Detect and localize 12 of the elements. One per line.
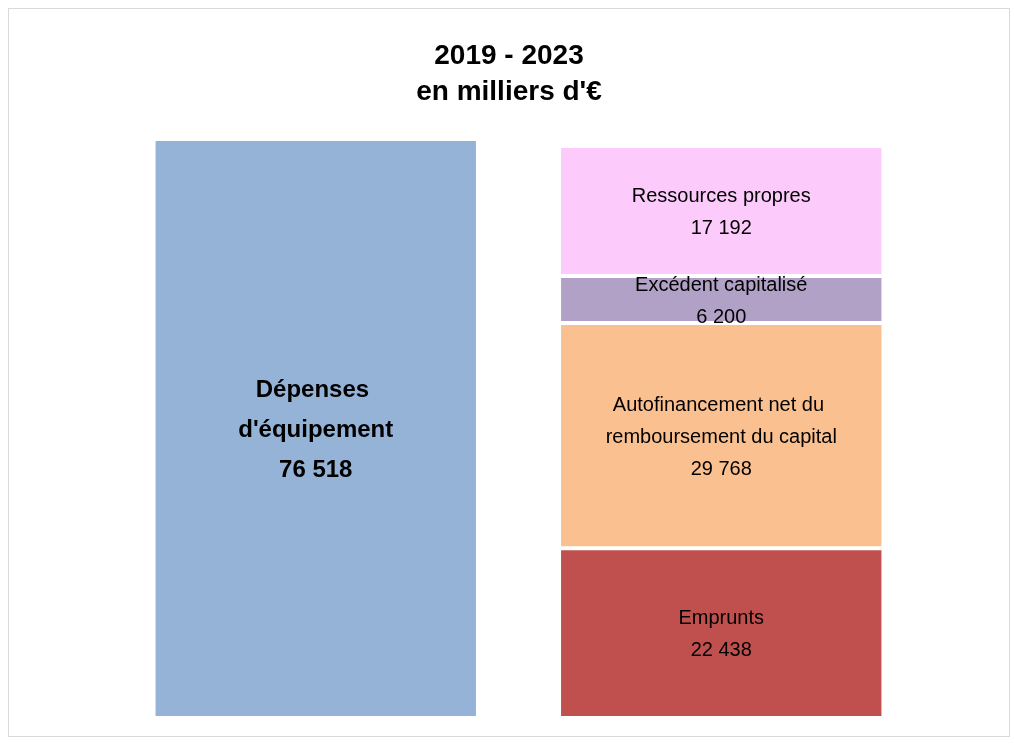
series-label: Autofinancement net du remboursement du capital: [605, 392, 837, 447]
data-label: 29 768: [690, 456, 752, 479]
data-label: 22 438: [690, 638, 752, 661]
series-label: Ressources propres: [631, 184, 811, 207]
series-label: Emprunts: [678, 606, 765, 629]
series-label: Excédent capitalisé: [635, 272, 808, 295]
chart-title: 2019 - 2023: [434, 38, 584, 70]
data-label: 17 192: [690, 216, 752, 239]
series-label: Dépenses d'équipement: [238, 375, 394, 442]
data-label: 76 518: [279, 455, 353, 482]
chart-subtitle: en milliers d'€: [416, 74, 603, 106]
data-label: 6 200: [696, 304, 747, 327]
